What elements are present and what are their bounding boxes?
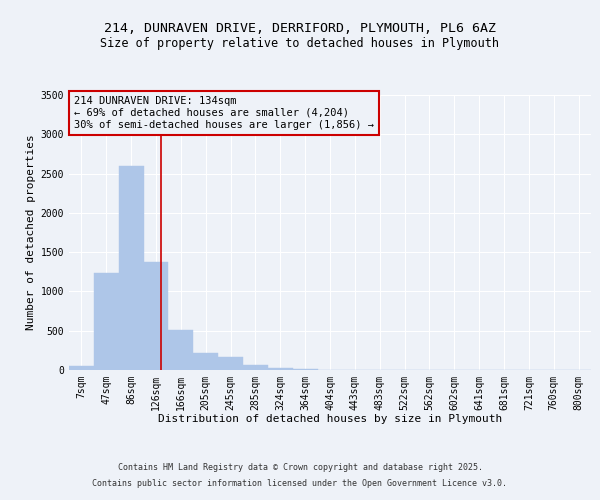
Text: Contains public sector information licensed under the Open Government Licence v3: Contains public sector information licen…	[92, 478, 508, 488]
Bar	[243, 364, 268, 370]
Bar	[143, 262, 169, 370]
Bar	[94, 274, 119, 370]
Bar	[169, 330, 193, 370]
Text: 214, DUNRAVEN DRIVE, DERRIFORD, PLYMOUTH, PL6 6AZ: 214, DUNRAVEN DRIVE, DERRIFORD, PLYMOUTH…	[104, 22, 496, 36]
Bar	[69, 366, 94, 370]
Bar	[119, 166, 143, 370]
Bar	[193, 352, 218, 370]
Y-axis label: Number of detached properties: Number of detached properties	[26, 134, 37, 330]
Text: 214 DUNRAVEN DRIVE: 134sqm
← 69% of detached houses are smaller (4,204)
30% of s: 214 DUNRAVEN DRIVE: 134sqm ← 69% of deta…	[74, 96, 374, 130]
Bar	[218, 358, 243, 370]
Bar	[268, 368, 293, 370]
Text: Contains HM Land Registry data © Crown copyright and database right 2025.: Contains HM Land Registry data © Crown c…	[118, 464, 482, 472]
Text: Size of property relative to detached houses in Plymouth: Size of property relative to detached ho…	[101, 38, 499, 51]
X-axis label: Distribution of detached houses by size in Plymouth: Distribution of detached houses by size …	[158, 414, 502, 424]
